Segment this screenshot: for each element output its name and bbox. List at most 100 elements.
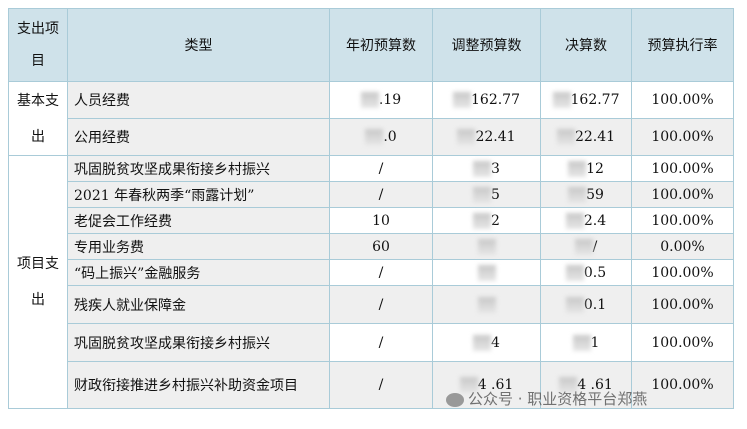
rate-value: 100.00%	[651, 334, 714, 351]
redaction-blur	[565, 264, 584, 281]
redaction-blur	[565, 212, 584, 229]
redaction-blur	[568, 160, 587, 177]
adjusted-cell: 5	[432, 181, 541, 208]
type-cell: 2021 年春秋两季“雨露计划”	[67, 181, 330, 208]
adjusted-value: 4	[491, 334, 500, 351]
redaction-blur	[473, 334, 492, 351]
final-value: 22.41	[574, 129, 616, 145]
adjusted-cell: 22.41	[432, 118, 541, 156]
final-cell: /	[540, 233, 632, 260]
rate-value: 100.00%	[651, 92, 714, 108]
type-cell: 专用业务费	[67, 233, 330, 260]
header-category: 支出项目	[8, 8, 68, 82]
final-cell: 0.5	[540, 259, 632, 286]
wechat-icon	[446, 392, 464, 407]
rate-value: 100.00%	[651, 264, 714, 281]
header-type: 类型	[67, 8, 330, 82]
redaction-blur	[574, 238, 593, 255]
initial-cell: /	[329, 155, 433, 182]
adjusted-value: 3	[491, 160, 500, 177]
redaction-blur	[559, 377, 578, 393]
rate-value: 100.00%	[651, 160, 714, 177]
table-row: 专用业务费 60 / 0.00%	[9, 233, 734, 260]
final-value: 4 .61	[577, 377, 613, 393]
adjusted-value: 5	[491, 186, 500, 203]
initial-cell: /	[329, 259, 433, 286]
type-value: 残疾人就业保障金	[74, 297, 186, 314]
redaction-blur	[473, 160, 492, 177]
redaction-blur	[453, 92, 471, 108]
redaction-blur	[477, 264, 496, 281]
table-row: 2021 年春秋两季“雨露计划” / 5 59 100.00%	[9, 181, 734, 208]
rate-value: 100.00%	[651, 212, 714, 229]
type-cell: 巩固脱贫攻坚成果衔接乡村振兴	[67, 323, 330, 362]
rate-cell: 100.00%	[631, 155, 734, 182]
table-row: 项目支出 巩固脱贫攻坚成果衔接乡村振兴/3 12 100.00%	[8, 155, 734, 409]
table-row: “码上振兴”金融服务 / 0.5 100.00%	[9, 259, 734, 286]
type-value: 巩固脱贫攻坚成果衔接乡村振兴	[74, 335, 270, 352]
final-cell: 4 .61	[540, 361, 632, 409]
type-cell: 残疾人就业保障金	[67, 285, 330, 324]
redaction-blur	[459, 377, 478, 393]
rate-value: 0.00%	[660, 238, 705, 255]
category-cell: 项目支出	[8, 155, 68, 409]
type-cell: “码上振兴”金融服务	[67, 259, 330, 286]
budget-table: 支出项目 类型 年初预算数 调整预算数 决算数 预算执行率 基本支出 人员经费 .1…	[8, 8, 734, 409]
header-initial: 年初预算数	[329, 8, 433, 82]
initial-cell: .19	[329, 81, 433, 119]
final-cell: 12	[540, 155, 632, 182]
final-value: 162.77	[570, 92, 620, 108]
initial-cell: 10	[329, 207, 433, 234]
adjusted-value: 22.41	[475, 129, 516, 145]
header-rate: 预算执行率	[631, 8, 734, 82]
adjusted-value: 162.77	[471, 92, 520, 108]
redaction-blur	[568, 186, 587, 203]
initial-cell: /	[329, 361, 433, 409]
type-cell: 公用经费	[67, 118, 330, 156]
table-row: 巩固脱贫攻坚成果衔接乡村振兴 / 4 1 100.00%	[9, 323, 734, 362]
table-row: 公用经费 .0 22.41 22.41 100.00%	[9, 118, 734, 156]
initial-value: /	[378, 296, 384, 313]
type-value: 巩固脱贫攻坚成果衔接乡村振兴	[74, 161, 270, 178]
initial-value: /	[378, 186, 384, 203]
redaction-blur	[477, 238, 496, 255]
redaction-blur	[552, 92, 571, 108]
table-row: 老促会工作经费 10 2 2.4 100.00%	[9, 207, 734, 234]
initial-value: .19	[378, 92, 402, 108]
redaction-blur	[365, 129, 384, 145]
initial-value: /	[378, 334, 384, 351]
rate-cell: 0.00%	[631, 233, 734, 260]
initial-value: 10	[372, 212, 390, 229]
final-cell: 2.4	[540, 207, 632, 234]
type-cell: 人员经费	[67, 81, 330, 119]
adjusted-cell: 2	[432, 207, 541, 234]
type-value: 人员经费	[74, 93, 130, 109]
initial-value: /	[378, 160, 384, 177]
final-value: /	[592, 238, 598, 255]
rate-cell: 100.00%	[631, 285, 734, 324]
adjusted-cell: 162.77	[432, 81, 541, 119]
final-value: 0.1	[583, 296, 607, 313]
type-cell: 财政衔接推进乡村振兴补助资金项目	[67, 361, 330, 409]
type-cell: 巩固脱贫攻坚成果衔接乡村振兴	[67, 155, 330, 182]
adjusted-value: 4 .61	[477, 377, 514, 393]
initial-value: 60	[372, 238, 390, 255]
redaction-blur	[473, 212, 492, 229]
table-row: 基本支出 人员经费 .19 162.77 162.77 100.00%	[8, 81, 734, 156]
final-value: 2.4	[583, 212, 607, 229]
redaction-blur	[565, 296, 584, 313]
redaction-blur	[572, 334, 591, 351]
rate-value: 100.00%	[651, 129, 714, 145]
initial-cell: .0	[329, 118, 433, 156]
initial-cell: /	[329, 181, 433, 208]
final-cell: 22.41	[540, 118, 632, 156]
rate-cell: 100.00%	[631, 181, 734, 208]
initial-value: /	[378, 264, 384, 281]
rate-cell: 100.00%	[631, 118, 734, 156]
final-cell: 59	[540, 181, 632, 208]
final-cell: 0.1	[540, 285, 632, 324]
type-value: 公用经费	[74, 130, 130, 146]
adjusted-cell: 3	[432, 155, 541, 182]
adjusted-cell: 4	[432, 323, 541, 362]
redaction-blur	[360, 92, 379, 108]
